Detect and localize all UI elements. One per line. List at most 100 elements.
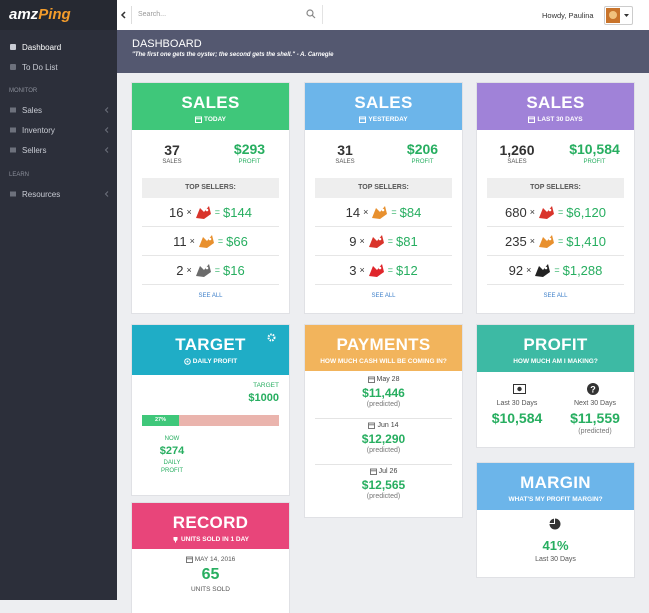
sales-count: 31: [337, 142, 353, 158]
nav-item[interactable]: Dashboard: [0, 39, 117, 55]
record-card: RECORD UNITS SOLD IN 1 DAY MAY 14, 2016 65 U…: [132, 503, 289, 613]
card-title: TARGET: [175, 335, 246, 354]
card-header: SALES YESTERDAY: [305, 83, 462, 130]
icon-shape: [10, 147, 16, 153]
top-sellers-band: TOP SELLERS:: [315, 178, 452, 198]
user-menu[interactable]: [604, 6, 633, 25]
times-sign: ×: [529, 207, 535, 217]
payment-amount: $11,446: [362, 386, 405, 400]
card-subtitle-row: WHAT'S MY PROFIT MARGIN?: [477, 496, 634, 503]
icon-shape: [528, 116, 536, 123]
payment-date-row: May 28: [305, 376, 462, 383]
icon-shape: [359, 116, 367, 123]
card-title: SALES: [354, 93, 413, 112]
icon: [528, 116, 536, 123]
icon-shape: [104, 147, 109, 153]
icon-shape: [10, 191, 16, 197]
icon-shape: [10, 64, 16, 70]
card-subtitle-row: UNITS SOLD IN 1 DAY: [132, 536, 289, 543]
see-all-link[interactable]: SEE ALL: [543, 293, 568, 299]
card-title: SALES: [526, 93, 585, 112]
nav-item[interactable]: Inventory: [0, 122, 117, 138]
seller-amount: $84: [399, 204, 422, 220]
nav-item[interactable]: Sellers: [0, 142, 117, 158]
seller-row: 235 × = $1,410: [487, 227, 624, 256]
last-label: Last 30 Days: [496, 400, 538, 407]
nav-item[interactable]: To Do List: [0, 59, 117, 75]
daily-label: DAILY: [163, 460, 181, 466]
icon-shape: [195, 205, 211, 219]
seller-amount: $1,410: [566, 233, 606, 249]
top-sellers-label: TOP SELLERS:: [185, 184, 236, 191]
equals-sign: =: [387, 236, 394, 246]
seller-amount: $81: [396, 233, 418, 249]
nav-label: Sellers: [22, 146, 47, 155]
page-header: DASHBOARD "The first one gets the oyster…: [117, 30, 649, 73]
card-header: SALES TODAY: [132, 83, 289, 130]
icon-shape: [367, 376, 375, 383]
icon: [367, 376, 375, 383]
seller-row: 92 × = $1,288: [487, 256, 624, 285]
sales-label: SALES: [507, 159, 527, 165]
equals-sign: =: [391, 207, 397, 217]
nav-item[interactable]: Sales: [0, 102, 117, 118]
icon: ?: [587, 383, 599, 395]
nav-label: Inventory: [22, 126, 55, 135]
icon-shape: [10, 44, 16, 50]
icon-shape: [185, 556, 193, 563]
card-title: PROFIT: [523, 335, 588, 354]
nav-label: To Do List: [22, 63, 58, 72]
icon-shape: [194, 116, 202, 123]
see-all-link[interactable]: SEE ALL: [371, 293, 396, 299]
seller-amount: $1,288: [562, 262, 603, 278]
sales-card: SALES TODAY 37 SALES $293 PROFIT TOP SELLERS: 1…: [132, 83, 289, 313]
sidebar: amzPing Dashboard To Do List MONITOR Sales I…: [0, 0, 117, 600]
top-sellers-band: TOP SELLERS:: [487, 178, 624, 198]
profit-label: PROFIT: [238, 159, 261, 165]
margin-period: Last 30 Days: [535, 556, 576, 563]
payment-date: Jun 14: [377, 422, 399, 429]
icon: [359, 116, 367, 123]
record-units-label: UNITS SOLD: [190, 586, 230, 593]
top-sellers-band: TOP SELLERS:: [142, 178, 279, 198]
card-subtitle-row: TODAY: [132, 116, 289, 123]
icon-shape: [367, 376, 375, 383]
icon: [371, 205, 388, 220]
icon: [195, 205, 212, 220]
now-label: NOW: [164, 436, 180, 442]
back-button[interactable]: [117, 6, 132, 24]
profit-value: $10,584: [569, 141, 620, 157]
search-box[interactable]: Search...: [132, 5, 323, 24]
icon-shape: ?: [590, 385, 596, 395]
nav-item[interactable]: Resources: [0, 186, 117, 202]
icon-shape: [513, 384, 526, 394]
seller-row: 2 × = $16: [142, 256, 279, 285]
sales-label: SALES: [162, 159, 182, 165]
sales-count: 37: [164, 142, 180, 158]
icon-shape: [10, 147, 16, 153]
seller-qty: 14: [345, 204, 361, 220]
icon-shape: [104, 127, 109, 133]
icon-shape: [378, 237, 382, 240]
divider: [315, 418, 452, 419]
card-header: PAYMENTS HOW MUCH CASH WILL BE COMING IN?: [305, 325, 462, 371]
equals-sign: =: [214, 207, 221, 217]
seller-row: 3 × = $12: [315, 256, 452, 285]
icon-shape: [549, 518, 561, 530]
profit-label: PROFIT: [161, 468, 183, 474]
seller-row: 16 × = $144: [142, 198, 279, 227]
icon-shape: [368, 234, 384, 248]
seller-amount: $144: [223, 204, 252, 220]
icon-shape: [104, 127, 109, 133]
margin-value: 41%: [542, 538, 569, 553]
see-all-link[interactable]: SEE ALL: [198, 293, 223, 299]
icon-shape: [368, 263, 384, 277]
margin-card: MARGIN WHAT'S MY PROFIT MARGIN? 41% Last 30…: [477, 463, 634, 577]
icon: [104, 190, 110, 198]
card-header: MARGIN WHAT'S MY PROFIT MARGIN?: [477, 463, 634, 510]
seller-row: 11 × = $66: [142, 227, 279, 256]
seller-qty: 11: [173, 233, 187, 249]
icon-shape: [359, 116, 367, 123]
chevron: [120, 11, 126, 19]
